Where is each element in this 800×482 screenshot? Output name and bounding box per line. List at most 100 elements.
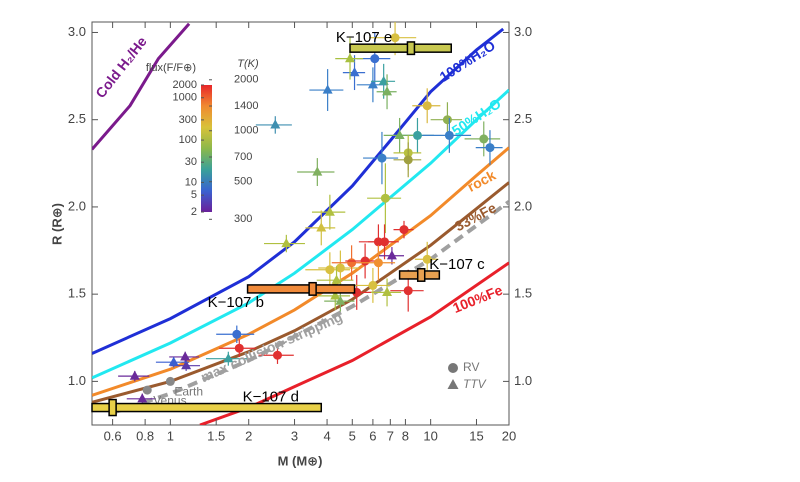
circle-marker (377, 153, 387, 163)
triangle-marker (312, 166, 323, 176)
x-tick-label: 4 (323, 428, 330, 443)
colorbar-temp-label: 500 (234, 176, 252, 188)
triangle-marker (137, 393, 148, 403)
circle-marker (347, 258, 357, 268)
x-tick-label: 0.8 (136, 428, 154, 443)
circle-marker (444, 130, 454, 140)
k2-mass-range (91, 402, 323, 413)
y-tick-label: 3.0 (68, 24, 86, 39)
x-tick-label: 5 (349, 428, 356, 443)
colorbar-flux-label: 100 (179, 134, 197, 146)
circle-marker (442, 115, 452, 125)
triangle-marker (322, 84, 333, 94)
circle-marker (422, 254, 432, 264)
triangle-marker (331, 274, 342, 284)
triangle-marker (345, 53, 356, 63)
circle-marker (272, 350, 282, 360)
curve (92, 22, 191, 151)
circle-marker (325, 265, 335, 275)
circle-marker (412, 130, 422, 140)
curve (111, 200, 509, 415)
k2-planet-label: K−107 c (429, 256, 485, 273)
triangle-marker (378, 75, 389, 85)
solar-planet (165, 376, 175, 386)
circle-marker (479, 134, 489, 144)
circle-marker (403, 155, 413, 165)
colorbar (201, 85, 212, 212)
circle-marker (360, 256, 370, 266)
colorbar-temp-title: T(K) (237, 58, 259, 70)
solar-planet-label: Earth (174, 385, 203, 399)
colorbar-temp-label: 1000 (234, 125, 258, 137)
colorbar-flux-title: flux(F/F⊕) (146, 62, 196, 74)
circle-marker (422, 101, 432, 111)
circle-marker (370, 54, 380, 64)
curve (92, 88, 509, 380)
y-axis-title: R (R⊕) (49, 203, 64, 245)
colorbar-flux-label: 300 (179, 114, 197, 126)
circle-marker (390, 33, 400, 43)
triangle-marker (168, 356, 179, 366)
colorbar-flux-label: 2000 (173, 79, 197, 91)
colorbar-flux-label: 10 (185, 176, 197, 188)
x-tick-label: 6 (369, 428, 376, 443)
triangle-marker (223, 353, 234, 363)
triangle-marker (181, 360, 192, 370)
x-tick-label: 7 (387, 428, 394, 443)
k2-mass-range (349, 43, 453, 53)
y-tick-label-right: 2.5 (514, 111, 532, 126)
circle-marker (485, 143, 495, 153)
x-tick-label: 3 (291, 428, 298, 443)
circle-marker (380, 193, 390, 203)
triangle-marker (324, 206, 335, 216)
k2-planet-label: K−107 e (336, 29, 392, 46)
x-tick-label: 10 (423, 428, 437, 443)
circle-marker (234, 343, 244, 353)
x-tick-label: 0.6 (104, 428, 122, 443)
y-tick-label: 1.5 (68, 286, 86, 301)
y-tick-label-right: 1.0 (514, 373, 532, 388)
colorbar-temp-label: 1400 (234, 100, 258, 112)
solar-planet (142, 385, 152, 395)
circle-marker (335, 263, 345, 273)
plot-frame (91, 21, 510, 426)
x-tick-label: 1 (167, 428, 174, 443)
triangle-marker (382, 286, 393, 297)
colorbar-flux-label: 30 (185, 156, 197, 168)
triangle-marker (316, 222, 327, 232)
x-tick-label: 8 (402, 428, 409, 443)
k2-planet-label: K−107 b (208, 294, 264, 311)
triangle-marker (386, 250, 397, 260)
triangle-marker (129, 370, 140, 380)
points (118, 22, 503, 405)
triangle-marker (180, 351, 191, 361)
k2-planet (108, 398, 117, 417)
triangle-marker (367, 79, 378, 89)
triangle-marker (335, 295, 346, 305)
y-tick-label: 2.0 (68, 198, 86, 213)
x-tick-label: 2 (245, 428, 252, 443)
y-tick-label-right: 2.0 (514, 198, 532, 213)
circle-marker (368, 280, 378, 290)
x-tick-label: 20 (502, 428, 516, 443)
legend-label: TTV (463, 377, 487, 391)
k2-planet (406, 41, 416, 56)
triangle-marker (270, 119, 281, 129)
triangle-marker (394, 129, 405, 139)
circle-marker (399, 225, 409, 235)
triangle-marker (447, 379, 459, 389)
x-tick-label: 1.5 (207, 428, 225, 443)
colorbar-flux-label: 5 (191, 189, 197, 201)
k2-planet (416, 267, 426, 282)
y-tick-label-right: 1.5 (514, 286, 532, 301)
k2-mass-range (246, 284, 356, 294)
k2-planet (308, 281, 317, 296)
circle-marker (232, 329, 242, 339)
x-axis-title: M (M⊕) (278, 453, 323, 468)
x-tick-label: 15 (469, 428, 483, 443)
colorbar-flux-label: 1000 (173, 92, 197, 104)
triangle-marker (281, 238, 292, 248)
k2-planet-label: K−107 d (243, 389, 299, 406)
triangle-marker (382, 86, 393, 96)
